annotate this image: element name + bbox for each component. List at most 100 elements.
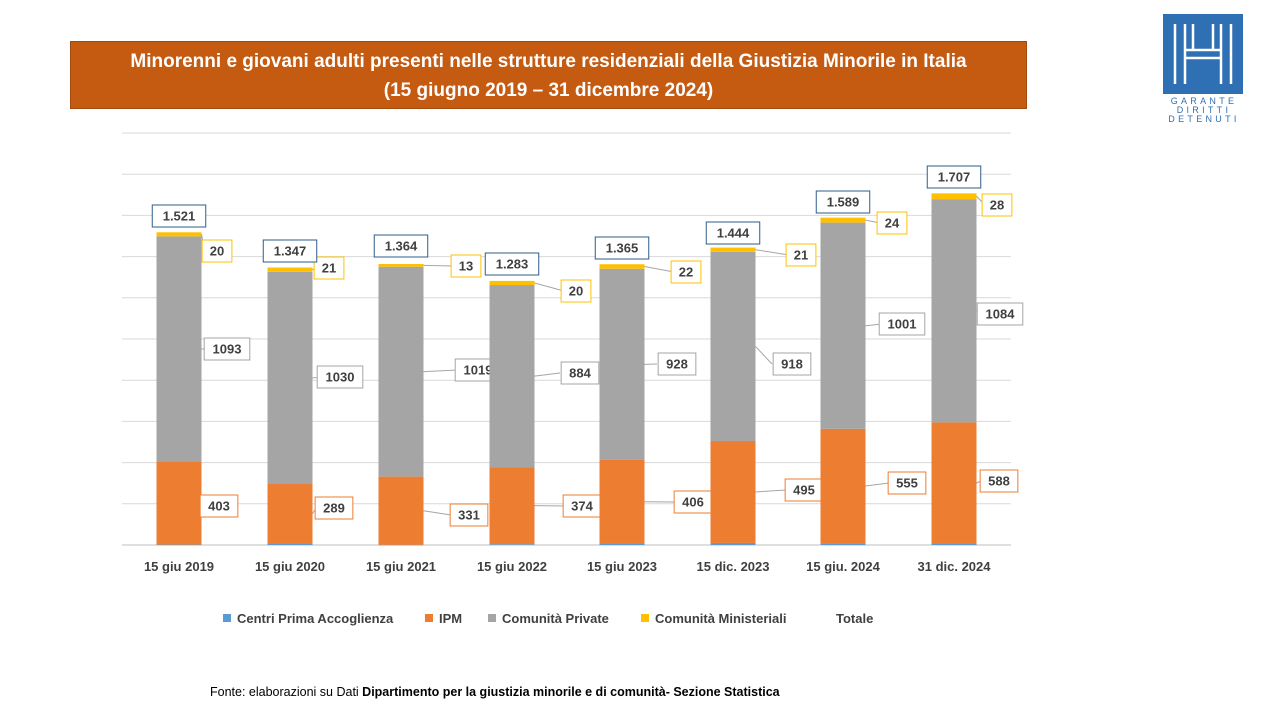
- data-label-ipm: 374: [571, 499, 593, 514]
- data-label-ipm: 331: [458, 508, 480, 523]
- data-label-ministeriali: 21: [794, 248, 808, 263]
- data-label-ministeriali-box: [670, 260, 702, 284]
- data-label-ministeriali: 20: [569, 284, 583, 299]
- data-label-private: 1019: [464, 363, 493, 378]
- data-label-ministeriali: 22: [679, 265, 693, 280]
- bar-centri: [931, 543, 977, 545]
- bar-centri: [599, 543, 645, 545]
- x-tick-label: 15 giu 2022: [477, 559, 547, 574]
- source-prefix: Fonte: elaborazioni su Dati: [210, 685, 363, 699]
- bar-ministeriali: [710, 247, 756, 252]
- bar-private: [489, 285, 535, 468]
- bar-private: [931, 199, 977, 423]
- bar-private: [820, 222, 866, 429]
- data-label-ministeriali: 24: [885, 216, 900, 231]
- legend-label-ministeriali: Comunità Ministeriali: [655, 611, 787, 626]
- bar-ipm: [710, 440, 756, 543]
- data-label-ipm-box: [887, 471, 927, 495]
- x-tick-label: 15 giu. 2024: [806, 559, 880, 574]
- data-label-ipm: 406: [682, 495, 704, 510]
- bar-centri: [489, 544, 535, 545]
- chart-title: Minorenni e giovani adulti presenti nell…: [70, 41, 1027, 109]
- bar-ipm: [489, 467, 535, 545]
- logo-text: GARANTE DIRITTI DETENUTI: [1163, 97, 1245, 124]
- bar-ipm: [156, 461, 202, 545]
- data-label-totale-box: [373, 234, 429, 258]
- bar-ministeriali: [267, 267, 313, 272]
- data-label-totale: 1.283: [496, 257, 529, 272]
- garante-logo: GARANTE DIRITTI DETENUTI: [1163, 14, 1245, 126]
- x-tick-label: 15 giu 2021: [366, 559, 436, 574]
- bar-ministeriali: [156, 232, 202, 237]
- data-label-totale-box: [594, 236, 650, 260]
- data-label-private: 1084: [986, 307, 1016, 322]
- data-label-totale: 1.364: [385, 239, 418, 254]
- data-label-private-box: [878, 312, 926, 336]
- legend-item-private: Comunità Private: [488, 611, 609, 626]
- legend-item-totale: Totale: [836, 611, 873, 626]
- data-label-private-box: [203, 337, 251, 361]
- data-label-private: 918: [781, 357, 803, 372]
- chart-title-line1: Minorenni e giovani adulti presenti nell…: [130, 51, 967, 72]
- data-label-totale: 1.589: [827, 195, 860, 210]
- logo-mark-icon: [1163, 14, 1243, 94]
- data-label-ipm: 289: [323, 501, 345, 516]
- data-label-totale: 1.444: [717, 226, 750, 241]
- data-label-ministeriali: 13: [459, 259, 473, 274]
- data-label-totale-box: [262, 239, 318, 263]
- bar-ministeriali: [931, 193, 977, 200]
- leader-line: [534, 372, 561, 377]
- leader-line: [534, 282, 565, 292]
- bar-private: [599, 268, 645, 460]
- data-label-ministeriali-box: [450, 254, 482, 278]
- data-label-ipm: 495: [793, 483, 815, 498]
- source-bold: Dipartimento per la giustizia minorile e…: [362, 685, 780, 699]
- data-label-ministeriali: 28: [990, 198, 1004, 213]
- bar-private: [267, 271, 313, 485]
- data-label-ministeriali: 20: [210, 244, 224, 259]
- data-label-ipm: 555: [896, 476, 918, 491]
- source-note: Fonte: elaborazioni su Dati Dipartimento…: [210, 685, 780, 699]
- data-label-ministeriali-box: [785, 243, 817, 267]
- data-label-private: 928: [666, 357, 688, 372]
- data-label-ipm-box: [199, 494, 239, 518]
- x-tick-label: 31 dic. 2024: [918, 559, 992, 574]
- leader-line: [755, 346, 773, 365]
- data-label-private: 1001: [888, 317, 917, 332]
- legend-swatch-ministeriali: [641, 614, 649, 622]
- leader-line: [865, 482, 890, 487]
- data-label-ipm-box: [314, 496, 354, 520]
- bar-ipm: [599, 459, 645, 544]
- x-tick-label: 15 giu 2020: [255, 559, 325, 574]
- leader-line: [755, 249, 790, 256]
- bar-ministeriali: [599, 264, 645, 269]
- data-label-ministeriali-box: [201, 239, 233, 263]
- bar-private: [710, 251, 756, 441]
- bar-centri: [378, 544, 424, 546]
- legend-item-ipm: IPM: [425, 611, 462, 626]
- data-label-totale-box: [705, 221, 761, 245]
- bar-ipm: [931, 422, 977, 544]
- legend-swatch-ipm: [425, 614, 433, 622]
- data-label-totale-box: [484, 252, 540, 276]
- bar-ministeriali: [820, 217, 866, 223]
- data-label-totale: 1.707: [938, 170, 971, 185]
- logo-h-icon: [1163, 14, 1243, 94]
- legend-item-ministeriali: Comunità Ministeriali: [641, 611, 786, 626]
- data-label-ministeriali-box: [876, 211, 908, 235]
- logo-text-line1: GARANTE: [1170, 96, 1238, 106]
- bar-private: [378, 266, 424, 477]
- data-label-ministeriali: 21: [322, 261, 336, 276]
- bar-ministeriali: [489, 280, 535, 286]
- data-label-ipm: 588: [988, 474, 1010, 489]
- data-label-private-box: [772, 352, 812, 376]
- legend-label-private: Comunità Private: [502, 611, 609, 626]
- bar-ministeriali: [378, 264, 424, 267]
- chart-title-line2: (15 giugno 2019 – 31 dicembre 2024): [383, 80, 714, 101]
- data-label-totale-box: [926, 165, 982, 189]
- leader-line: [644, 265, 675, 273]
- logo-text-line3: DETENUTI: [1168, 114, 1240, 124]
- data-label-ipm: 403: [208, 499, 230, 514]
- data-label-totale: 1.365: [606, 241, 639, 256]
- data-label-ministeriali-box: [981, 193, 1013, 217]
